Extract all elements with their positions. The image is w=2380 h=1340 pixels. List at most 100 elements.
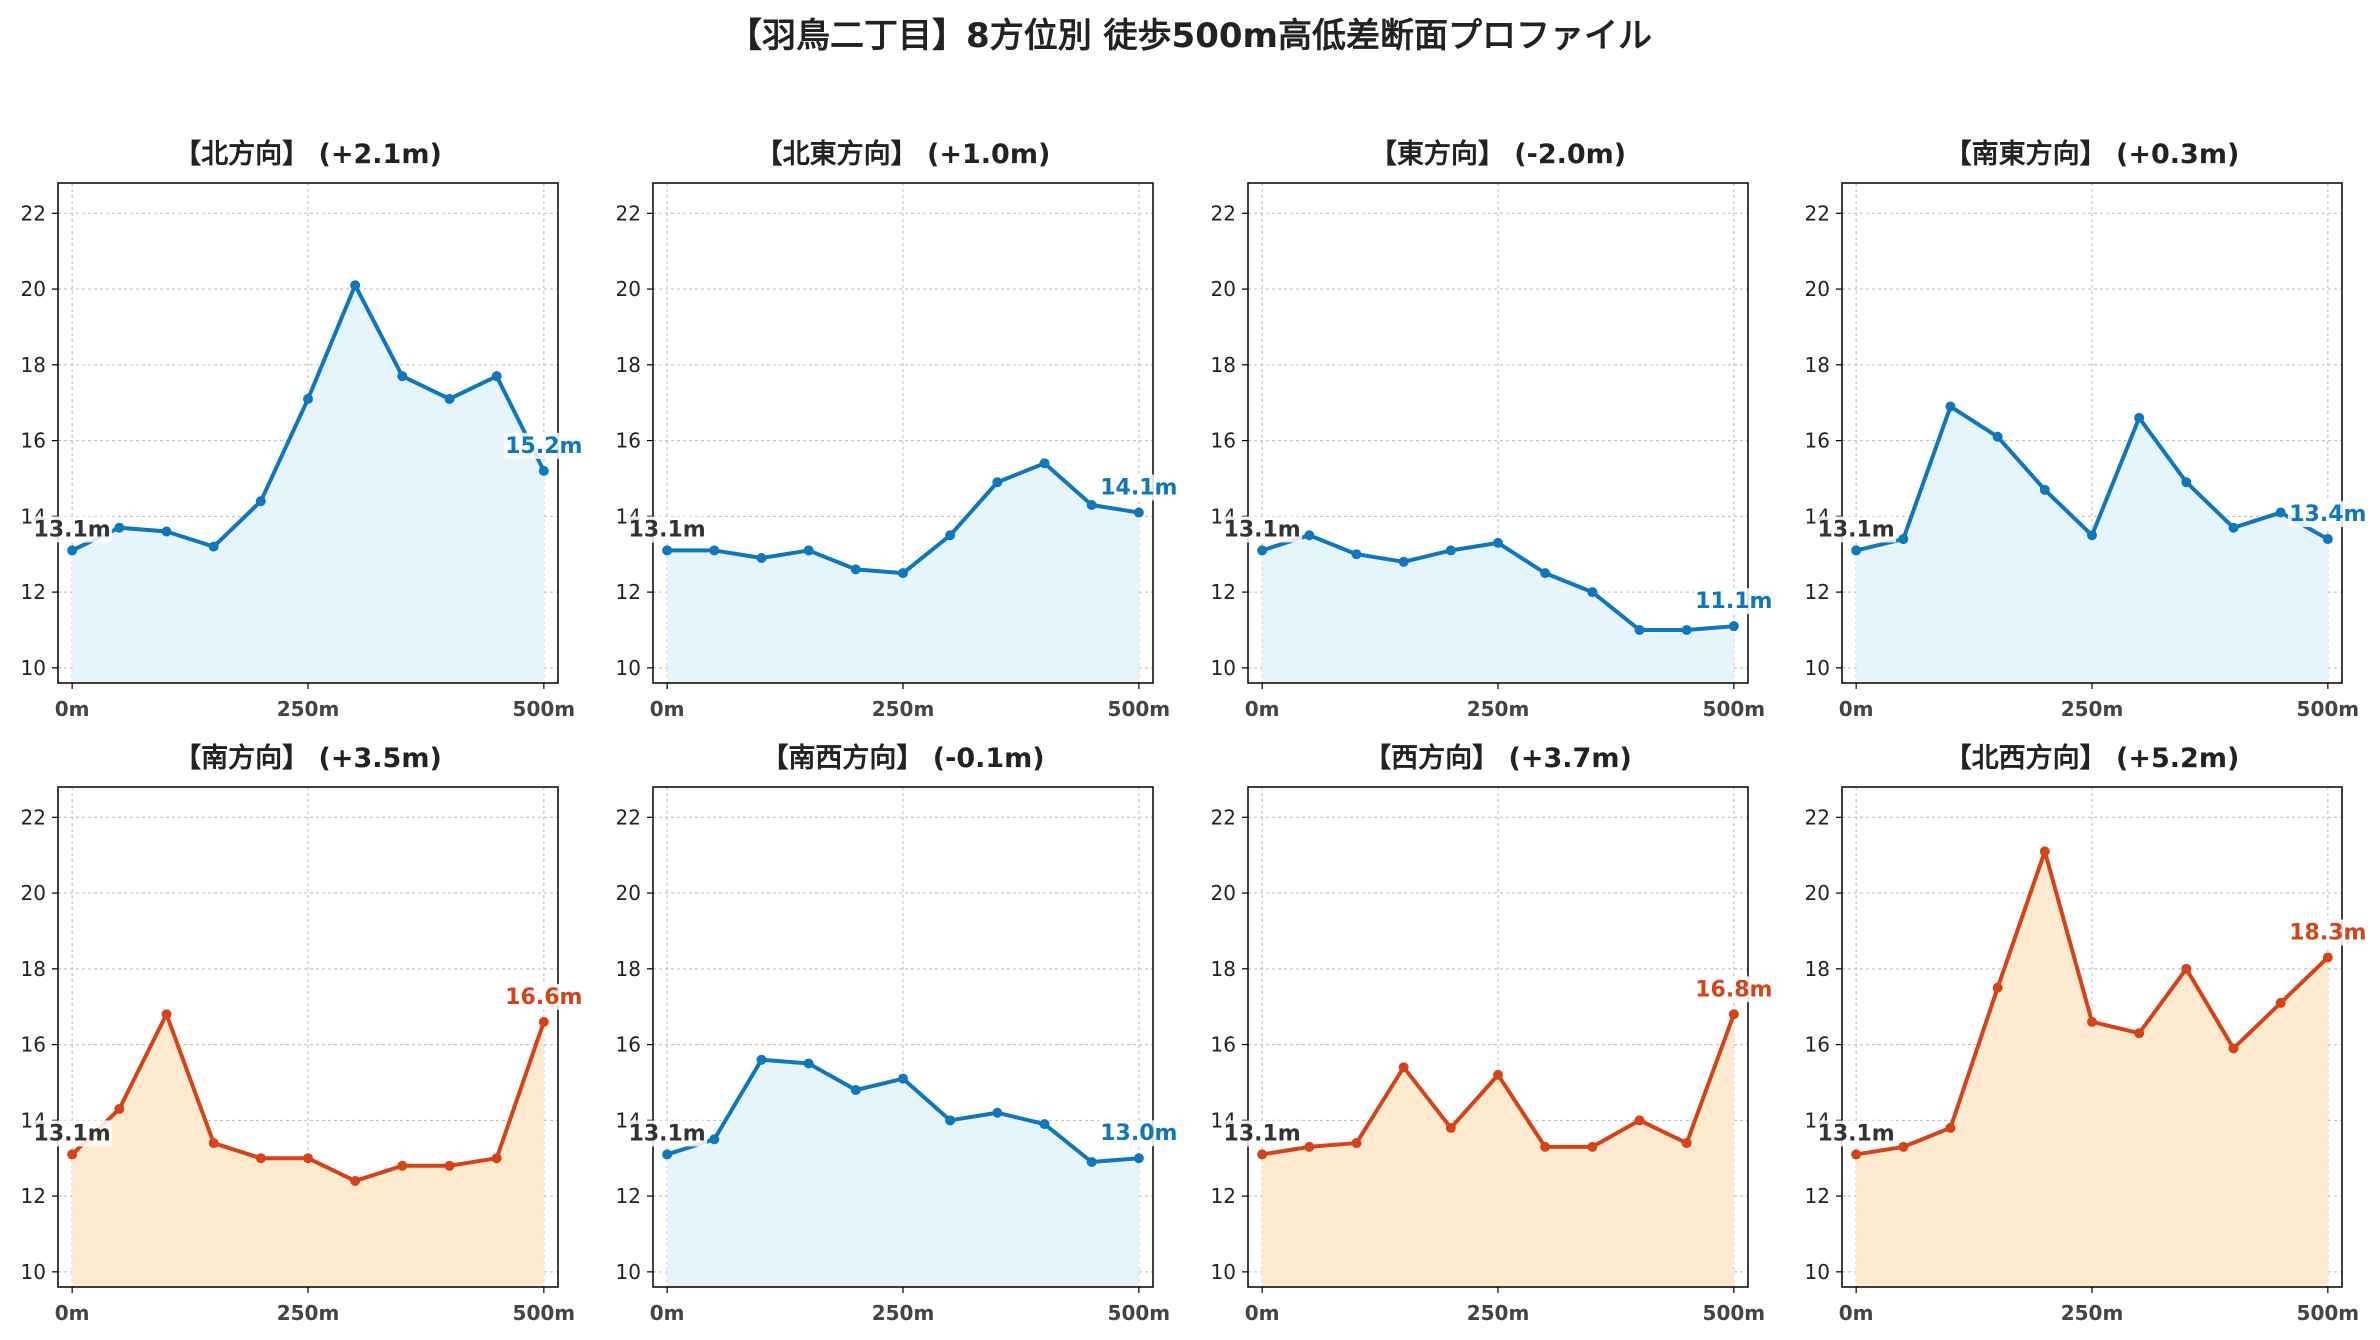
data-point (491, 371, 502, 382)
subplot-title: 【南西方向】 (-0.1m) (761, 742, 1044, 774)
data-point (803, 545, 814, 556)
y-tick-label: 22 (1211, 201, 1236, 225)
data-point (756, 1054, 767, 1065)
y-tick-label: 18 (1805, 353, 1830, 377)
end-label-box (2287, 501, 2368, 528)
end-label-box (2287, 919, 2368, 946)
data-point (255, 496, 266, 507)
data-point (538, 1016, 549, 1027)
y-tick-label: 20 (1805, 881, 1830, 905)
elevation-area (1856, 406, 2328, 683)
data-point (1681, 624, 1692, 635)
x-tick-label: 0m (650, 1301, 685, 1325)
data-point (1086, 499, 1097, 510)
x-tick-label: 0m (1839, 1301, 1874, 1325)
x-tick-label: 500m (513, 1301, 576, 1325)
start-elevation-label: 13.1m (1818, 517, 1895, 542)
data-point (850, 1085, 861, 1096)
x-tick-label: 250m (872, 697, 935, 721)
data-point (803, 1058, 814, 1069)
y-tick-label: 22 (1805, 201, 1830, 225)
start-label-box (1222, 1120, 1303, 1147)
x-tick-label: 0m (650, 697, 685, 721)
data-point (1351, 1138, 1362, 1149)
data-point (1493, 1069, 1503, 1080)
y-tick-label: 18 (616, 957, 641, 981)
end-elevation-label: 16.6m (505, 985, 582, 1010)
data-point (1257, 1149, 1268, 1160)
y-tick-label: 16 (1211, 1033, 1236, 1057)
y-tick-label: 18 (21, 353, 46, 377)
start-label-box (32, 516, 113, 543)
y-tick-label: 18 (21, 957, 46, 981)
data-point (350, 1175, 361, 1186)
x-tick-label: 0m (1245, 1301, 1280, 1325)
data-point (2275, 507, 2286, 518)
x-tick-label: 0m (1245, 697, 1280, 721)
x-tick-label: 500m (1108, 697, 1171, 721)
data-point (1634, 624, 1645, 635)
end-label-box (1098, 1120, 1179, 1147)
x-tick-label: 250m (1467, 697, 1530, 721)
y-tick-label: 22 (21, 805, 46, 829)
elevation-area (1262, 535, 1734, 683)
data-point (2087, 1016, 2097, 1027)
data-point (1445, 545, 1456, 556)
y-tick-label: 12 (1211, 580, 1236, 604)
y-tick-label: 18 (616, 353, 641, 377)
end-elevation-label: 15.2m (505, 434, 582, 459)
data-point (1398, 1062, 1409, 1073)
data-point (397, 371, 408, 382)
start-elevation-label: 13.1m (1224, 1121, 1301, 1146)
x-tick-label: 0m (55, 1301, 90, 1325)
data-point (1681, 1138, 1692, 1149)
y-tick-label: 12 (21, 1184, 46, 1208)
y-tick-label: 16 (1211, 429, 1236, 453)
y-tick-label: 12 (1211, 1184, 1236, 1208)
data-point (67, 1149, 78, 1160)
start-label-box (627, 516, 708, 543)
y-tick-label: 18 (1211, 353, 1236, 377)
start-elevation-label: 13.1m (629, 517, 706, 542)
start-elevation-label: 13.1m (629, 1121, 706, 1146)
x-tick-label: 500m (513, 697, 576, 721)
figure-title: 【羽鳥二丁目】8方位別 徒歩500m高低差断面プロファイル (728, 16, 1652, 56)
data-point (1445, 1122, 1456, 1133)
data-point (662, 545, 673, 556)
data-point (850, 564, 861, 575)
data-point (161, 526, 172, 537)
y-tick-label: 16 (1805, 429, 1830, 453)
y-tick-label: 10 (1805, 1260, 1830, 1284)
elevation-area (1262, 1014, 1734, 1287)
elevation-area (72, 1014, 544, 1287)
y-tick-label: 20 (21, 277, 46, 301)
y-tick-label: 22 (616, 805, 641, 829)
start-elevation-label: 13.1m (34, 1121, 111, 1146)
data-point (303, 393, 313, 404)
data-point (1587, 587, 1598, 598)
x-tick-label: 250m (277, 697, 340, 721)
start-label-box (32, 1120, 113, 1147)
data-point (1992, 982, 2003, 993)
elevation-area (667, 1059, 1139, 1287)
data-point (208, 541, 219, 552)
data-point (2275, 997, 2286, 1008)
data-point (1540, 1141, 1551, 1152)
data-point (1898, 534, 1909, 545)
subplot-title: 【東方向】 (-2.0m) (1370, 138, 1626, 170)
y-tick-label: 20 (1211, 277, 1236, 301)
data-point (1587, 1141, 1598, 1152)
data-point (1039, 458, 1050, 469)
data-point (2181, 477, 2192, 488)
x-tick-label: 250m (277, 1301, 340, 1325)
y-tick-label: 16 (616, 429, 641, 453)
data-point (2228, 1043, 2239, 1054)
data-point (350, 280, 361, 291)
start-label-box (1816, 1120, 1897, 1147)
data-point (444, 1160, 455, 1171)
data-point (208, 1138, 219, 1149)
x-tick-label: 500m (1108, 1301, 1171, 1325)
